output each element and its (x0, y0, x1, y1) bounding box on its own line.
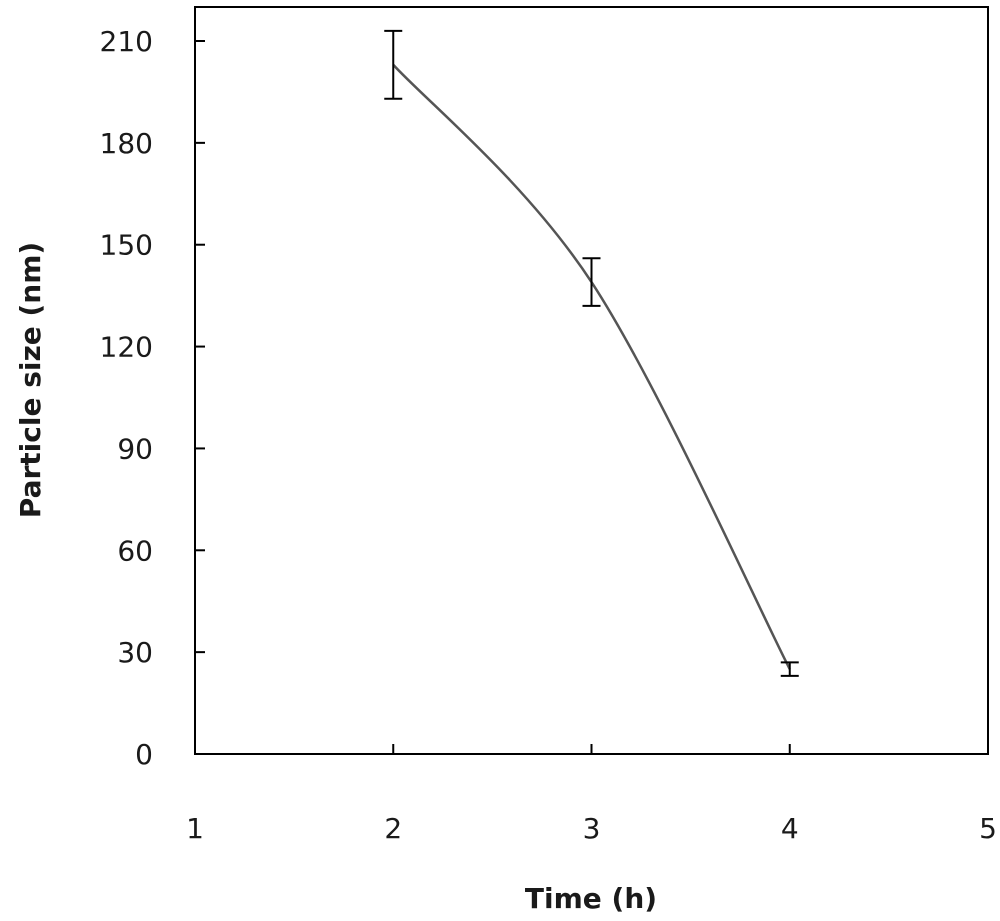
axis-ticks (195, 40, 791, 755)
y-tick-label: 120 (100, 331, 153, 364)
y-tick-labels: 0 30 60 90 120 150 180 210 (100, 25, 153, 771)
y-tick-label: 180 (100, 127, 153, 160)
x-tick-label: 4 (781, 812, 799, 845)
x-tick-label: 5 (979, 812, 997, 845)
x-tick-label: 2 (384, 812, 402, 845)
y-tick-label: 60 (117, 534, 153, 567)
plot-frame (194, 6, 989, 755)
y-tick-label: 30 (117, 636, 153, 669)
y-tick-label: 0 (135, 738, 153, 771)
y-axis-title: Particle size (nm) (14, 242, 47, 518)
error-bars (384, 29, 799, 677)
y-tick-label: 150 (100, 229, 153, 262)
error-bar (780, 661, 799, 677)
series-line (392, 63, 791, 670)
x-axis-title: Time (h) (525, 882, 657, 915)
error-bar (582, 257, 601, 307)
y-tick-label: 90 (117, 432, 153, 465)
y-tick-label: 210 (100, 25, 153, 58)
error-bar (384, 29, 403, 100)
x-tick-labels: 1 2 3 4 5 (186, 812, 997, 845)
x-tick-label: 3 (583, 812, 601, 845)
x-tick-label: 1 (186, 812, 204, 845)
